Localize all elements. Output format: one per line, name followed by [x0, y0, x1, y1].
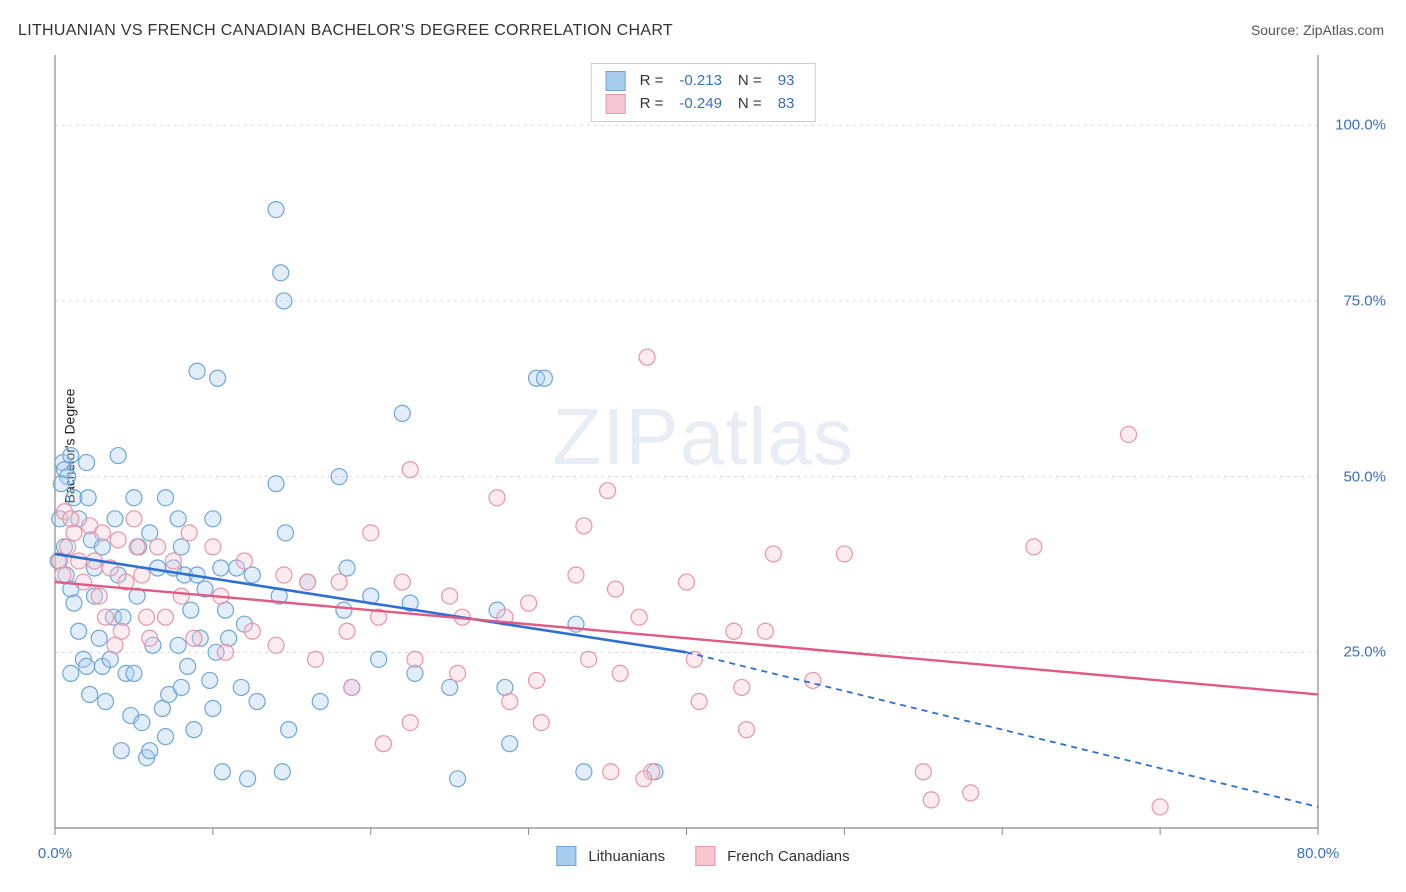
swatch-french-canadians	[606, 94, 626, 114]
legend-label-0: Lithuanians	[588, 848, 665, 865]
swatch-french-canadians	[695, 846, 715, 866]
y-tick-label: 50.0%	[1343, 468, 1386, 485]
y-tick-label: 75.0%	[1343, 292, 1386, 309]
legend-n-label: N =	[738, 70, 762, 93]
legend-item-lithuanians: Lithuanians	[556, 846, 665, 866]
y-tick-label: 100.0%	[1335, 117, 1386, 134]
scatter-plot-svg	[0, 0, 1406, 892]
legend-r-label: R =	[640, 93, 664, 116]
legend-n-label: N =	[738, 93, 762, 116]
x-tick-label: 0.0%	[38, 845, 72, 862]
legend-n-value-1: 83	[778, 93, 795, 116]
legend-correlation-box: R = -0.213 N = 93 R = -0.249 N = 83	[591, 63, 816, 122]
x-tick-label: 80.0%	[1297, 845, 1340, 862]
y-tick-label: 25.0%	[1343, 644, 1386, 661]
legend-n-value-0: 93	[778, 70, 795, 93]
legend-item-french-canadians: French Canadians	[695, 846, 850, 866]
swatch-lithuanians	[606, 71, 626, 91]
legend-row-french-canadians: R = -0.249 N = 83	[606, 93, 801, 116]
chart-container: LITHUANIAN VS FRENCH CANADIAN BACHELOR'S…	[0, 0, 1406, 892]
legend-label-1: French Canadians	[727, 848, 850, 865]
legend-r-value-1: -0.249	[679, 93, 722, 116]
swatch-lithuanians	[556, 846, 576, 866]
legend-row-lithuanians: R = -0.213 N = 93	[606, 70, 801, 93]
legend-series: Lithuanians French Canadians	[556, 846, 849, 866]
legend-r-label: R =	[640, 70, 664, 93]
legend-r-value-0: -0.213	[679, 70, 722, 93]
